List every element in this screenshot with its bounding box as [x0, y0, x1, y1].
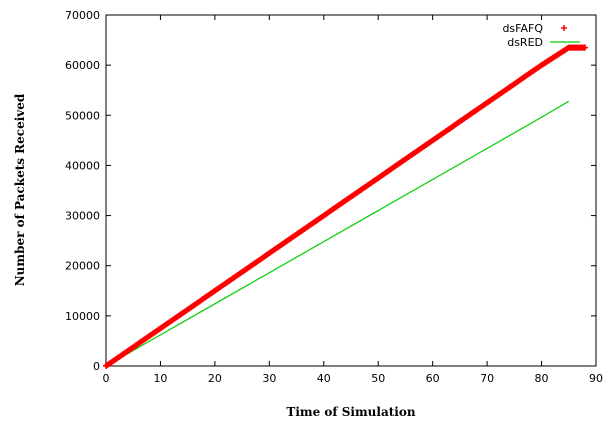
series-point-dsfafq: [582, 44, 589, 51]
legend-label-dsred: dsRED: [507, 36, 543, 49]
x-tick-label: 50: [371, 372, 385, 385]
y-axis-title: Number of Packets Received: [13, 93, 27, 286]
x-tick-label: 90: [589, 372, 603, 385]
y-tick-label: 10000: [65, 310, 100, 323]
series-points-dsfafq: [103, 44, 589, 369]
y-tick-label: 20000: [65, 260, 100, 273]
y-tick-label: 60000: [65, 59, 100, 72]
legend: dsFAFQ dsRED: [502, 22, 580, 49]
ticks-layer: 0 10 20 30 40 50 60 70 80 90 0 10000 20000 30000 40000…: [65, 9, 603, 385]
x-tick-label: 0: [103, 372, 110, 385]
x-tick-label: 30: [262, 372, 276, 385]
x-tick-label: 10: [153, 372, 167, 385]
y-tick-label: 70000: [65, 9, 100, 22]
y-tick-label: 0: [93, 360, 100, 373]
x-tick-label: 60: [426, 372, 440, 385]
series-layer: [103, 44, 589, 369]
y-tick-label: 40000: [65, 159, 100, 172]
x-tick-label: 80: [535, 372, 549, 385]
x-tick-label: 70: [480, 372, 494, 385]
y-tick-label: 50000: [65, 109, 100, 122]
plot-frame: [105, 14, 597, 367]
x-tick-label: 40: [317, 372, 331, 385]
legend-label-dsfafq: dsFAFQ: [502, 22, 543, 35]
legend-marker-dsfafq: [561, 25, 567, 31]
series-line-dsred: [105, 100, 570, 367]
y-tick-label: 30000: [65, 210, 100, 223]
x-axis-title: Time of Simulation: [286, 405, 415, 419]
x-tick-label: 20: [208, 372, 222, 385]
